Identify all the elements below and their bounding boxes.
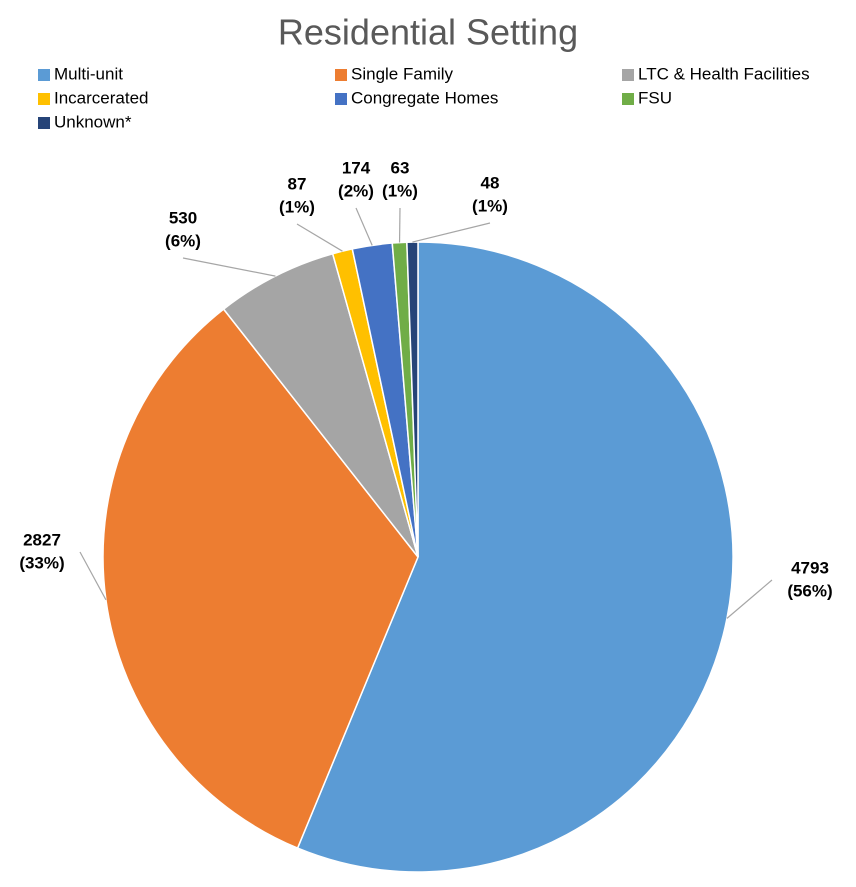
data-label-percent: (1%) xyxy=(472,196,508,215)
data-label-percent: (6%) xyxy=(165,231,201,250)
legend-swatch xyxy=(38,93,50,105)
legend-swatch xyxy=(38,69,50,81)
data-label: 174 xyxy=(342,158,371,177)
leader-line xyxy=(726,579,773,619)
legend-label: LTC & Health Facilities xyxy=(638,64,810,83)
data-label-percent: (56%) xyxy=(787,581,832,600)
pie-slice xyxy=(102,308,419,850)
legend-label: Congregate Homes xyxy=(351,88,498,107)
legend-swatch xyxy=(335,69,347,81)
pie-slice xyxy=(406,241,419,558)
chart-title: Residential Setting xyxy=(278,12,578,53)
legend-label: Unknown* xyxy=(54,112,132,131)
data-label: 48 xyxy=(481,173,500,192)
leader-line xyxy=(412,222,491,243)
leader-line xyxy=(296,223,343,252)
leader-line xyxy=(79,551,107,601)
legend-swatch xyxy=(38,117,50,129)
legend-label: Multi-unit xyxy=(54,64,123,83)
leader-line xyxy=(182,257,276,277)
data-label: 63 xyxy=(391,158,410,177)
data-label-percent: (1%) xyxy=(382,181,418,200)
data-label-percent: (33%) xyxy=(19,553,64,572)
data-label: 2827 xyxy=(23,530,61,549)
legend-label: Incarcerated xyxy=(54,88,149,107)
data-label-percent: (1%) xyxy=(279,197,315,216)
data-label: 87 xyxy=(288,174,307,193)
legend-label: FSU xyxy=(638,88,672,107)
pie-slice xyxy=(296,241,734,873)
data-label: 4793 xyxy=(791,558,829,577)
legend-swatch xyxy=(622,69,634,81)
data-label: 530 xyxy=(169,208,197,227)
legend-swatch xyxy=(335,93,347,105)
legend-swatch xyxy=(622,93,634,105)
leader-line xyxy=(355,207,373,246)
pie-slice xyxy=(222,252,419,558)
data-label-percent: (2%) xyxy=(338,181,374,200)
legend-label: Single Family xyxy=(351,64,454,83)
